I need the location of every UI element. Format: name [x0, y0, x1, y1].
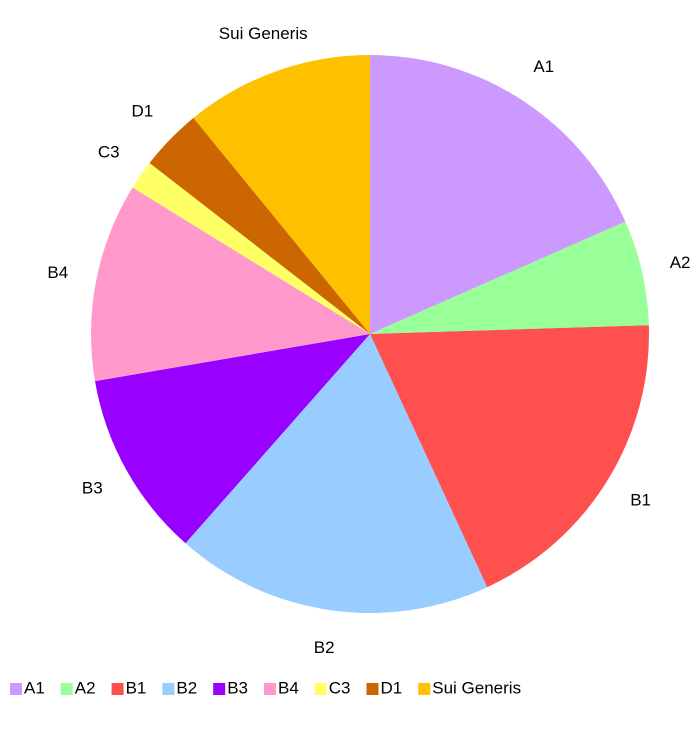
legend-label: B3: [227, 678, 248, 697]
legend-swatch: [10, 683, 22, 695]
slice-label: D1: [131, 101, 153, 120]
pie-slice: [132, 162, 370, 334]
legend-label: C3: [329, 678, 351, 697]
pie-slice: [185, 334, 488, 614]
pie-slice: [370, 325, 649, 588]
slice-label: B1: [630, 490, 651, 509]
legend-swatch: [366, 683, 379, 695]
legend-swatch: [60, 683, 73, 695]
legend-swatch: [418, 683, 431, 695]
slice-label: A2: [670, 253, 691, 272]
slice-label: B2: [314, 638, 335, 657]
slice-label: B4: [47, 263, 68, 282]
pie-slice: [370, 221, 649, 334]
legend-label: B1: [126, 678, 147, 697]
slice-label: A1: [533, 57, 554, 76]
slice-label: B3: [82, 478, 103, 497]
pie-slice: [149, 117, 370, 335]
legend-swatch: [314, 683, 327, 695]
slice-label: Sui Generis: [219, 24, 308, 43]
pie-slice: [95, 334, 370, 544]
slice-label: C3: [98, 142, 120, 161]
pie-slice: [370, 55, 626, 334]
legend-label: B4: [278, 678, 299, 697]
legend-swatch: [263, 683, 276, 695]
pie-slice: [193, 54, 370, 334]
legend-swatch: [162, 683, 175, 695]
legend-label: B2: [176, 678, 197, 697]
legend-swatch: [213, 683, 226, 695]
legend-label: A2: [75, 678, 96, 697]
legend-label: A1: [24, 678, 45, 697]
legend-label: Sui Generis: [432, 678, 521, 697]
pie-slice: [91, 187, 370, 382]
legend-swatch: [111, 683, 124, 695]
legend-label: D1: [381, 678, 403, 697]
